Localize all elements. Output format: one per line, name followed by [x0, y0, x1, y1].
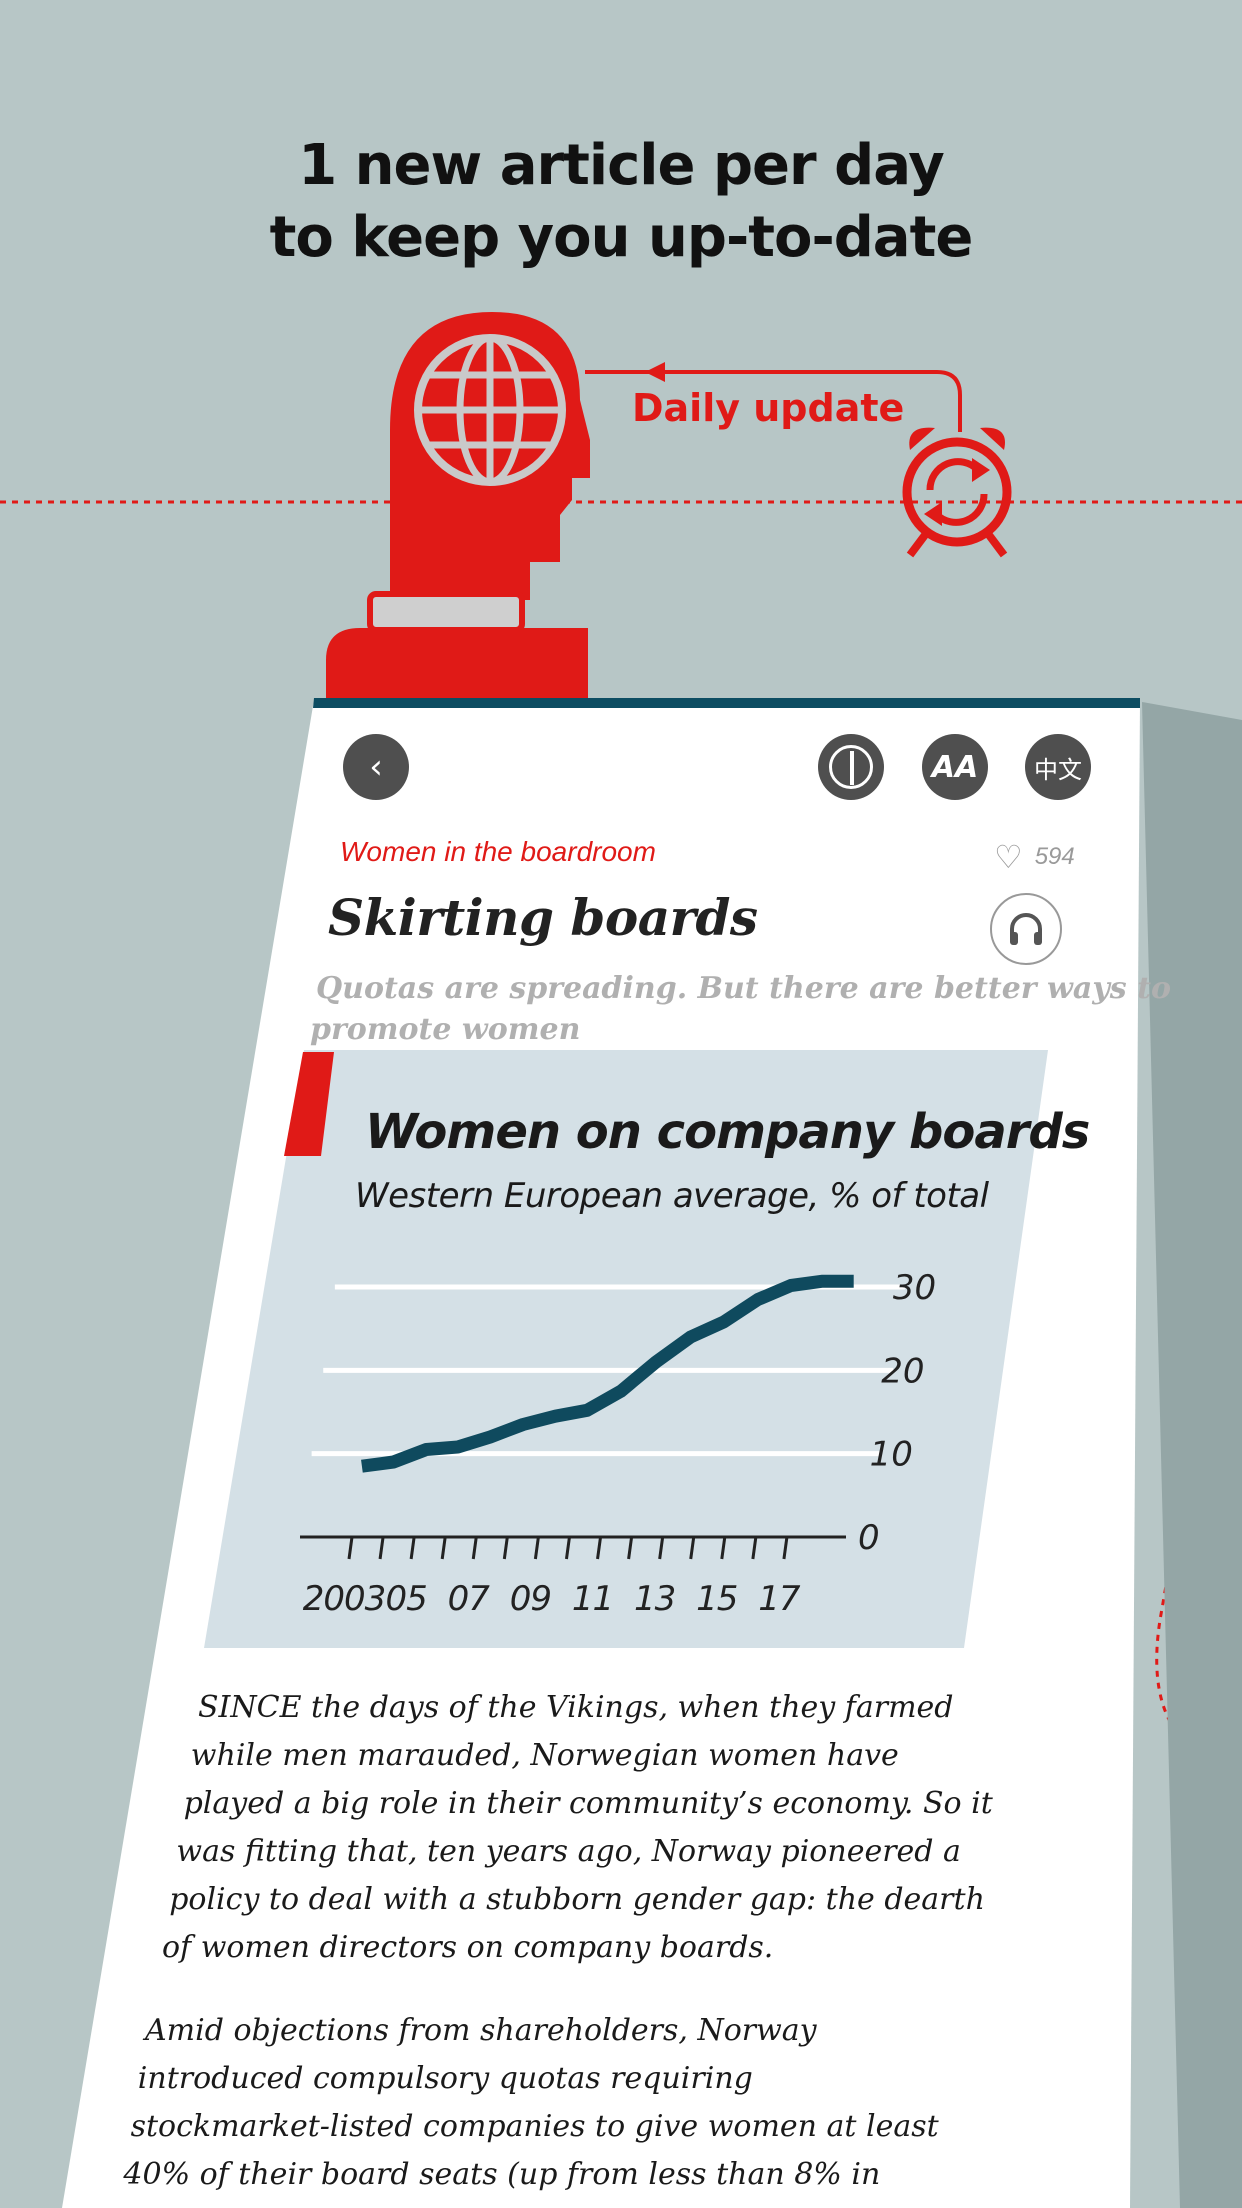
x-tick-label: 09 — [510, 1579, 551, 1619]
x-tick-label: 13 — [634, 1579, 675, 1619]
subtitle-line-1: Quotas are spreading. But there are bett… — [316, 971, 1171, 1006]
likes-count: 594 — [1034, 843, 1075, 870]
y-tick-label: 30 — [893, 1268, 936, 1308]
x-tick-label: 11 — [572, 1579, 613, 1619]
x-tick — [564, 1536, 571, 1560]
body-line: 40% of their board seats (up from less t… — [123, 2157, 881, 2192]
x-tick — [533, 1536, 540, 1560]
x-tick-label: 05 — [386, 1579, 427, 1619]
x-tick — [347, 1536, 354, 1560]
x-tick — [409, 1536, 416, 1560]
subtitle-line-2: promote women — [310, 1012, 581, 1047]
x-tick — [502, 1536, 509, 1560]
body-line: policy to deal with a stubborn gender ga… — [169, 1882, 985, 1917]
body-line: was fitting that, ten years ago, Norway … — [176, 1834, 961, 1869]
daily-update-label: Daily update — [632, 386, 905, 430]
body-line: Amid objections from shareholders, Norwa… — [145, 2013, 817, 2048]
x-tick-label: 17 — [758, 1579, 801, 1619]
contrast-icon — [829, 745, 873, 789]
language-button[interactable]: 中文 — [1025, 734, 1091, 800]
card-top-bar — [313, 698, 1140, 708]
body-line: stockmarket-listed companies to give wom… — [130, 2109, 939, 2144]
x-tick — [627, 1536, 634, 1560]
back-button[interactable]: ‹ — [343, 734, 409, 800]
x-tick — [596, 1536, 603, 1560]
series-line — [361, 1274, 854, 1473]
x-tick — [782, 1536, 789, 1560]
heart-icon: ♡ — [994, 839, 1023, 875]
x-tick — [440, 1536, 447, 1560]
audio-button[interactable] — [990, 893, 1062, 965]
font-size-label: AA — [931, 749, 979, 785]
x-tick — [378, 1536, 385, 1560]
body-line: SINCE the days of the Vikings, when they… — [198, 1690, 954, 1725]
font-size-button[interactable]: AA — [922, 734, 988, 800]
x-tick — [720, 1536, 727, 1560]
x-tick — [689, 1536, 696, 1560]
chart-title: Women on company boards — [365, 1104, 1090, 1160]
y-tick-label: 20 — [881, 1351, 924, 1391]
chevron-left-icon: ‹ — [369, 747, 383, 787]
y-tick-label: 10 — [870, 1435, 913, 1475]
x-tick — [658, 1536, 665, 1560]
body-line: introduced compulsory quotas requiring — [137, 2061, 753, 2096]
card-shadow — [1142, 702, 1242, 2208]
body-line: played a big role in their community’s e… — [183, 1786, 993, 1821]
head-globe-icon — [326, 312, 590, 700]
body-line: of women directors on company boards. — [162, 1930, 774, 1965]
dotted-curve — [1155, 1149, 1242, 1772]
x-tick-label: 2003 — [303, 1579, 386, 1619]
alarm-clock-icon — [902, 427, 1012, 558]
article-subtitle: Quotas are spreading. But there are bett… — [310, 968, 1171, 1050]
language-label: 中文 — [1034, 755, 1082, 784]
headphones-icon — [1010, 913, 1042, 945]
update-arrow — [650, 370, 962, 432]
chart-panel — [204, 1050, 1048, 1648]
x-tick — [751, 1536, 758, 1560]
body-line: while men marauded, Norwegian women have — [190, 1738, 899, 1773]
article-title: Skirting boards — [328, 888, 758, 947]
chart-red-tag — [284, 1052, 334, 1156]
x-tick — [471, 1536, 478, 1560]
y-tick-label: 0 — [858, 1518, 880, 1558]
likes-counter[interactable]: ♡ 594 — [994, 838, 1075, 876]
chart: 0 10 20 30 2003 05 07 09 11 13 15 17 — [300, 1268, 936, 1619]
theme-button[interactable] — [818, 734, 884, 800]
headline-line-2: to keep you up-to-date — [269, 205, 974, 270]
chart-subtitle: Western European average, % of total — [355, 1176, 989, 1216]
x-tick-label: 07 — [448, 1579, 491, 1619]
x-tick-label: 15 — [696, 1579, 737, 1619]
article-rubric: Women in the boardroom — [340, 836, 656, 867]
headline-line-1: 1 new article per day — [298, 133, 945, 198]
promo-headline: 1 new article per day to keep you up-to-… — [0, 130, 1242, 274]
